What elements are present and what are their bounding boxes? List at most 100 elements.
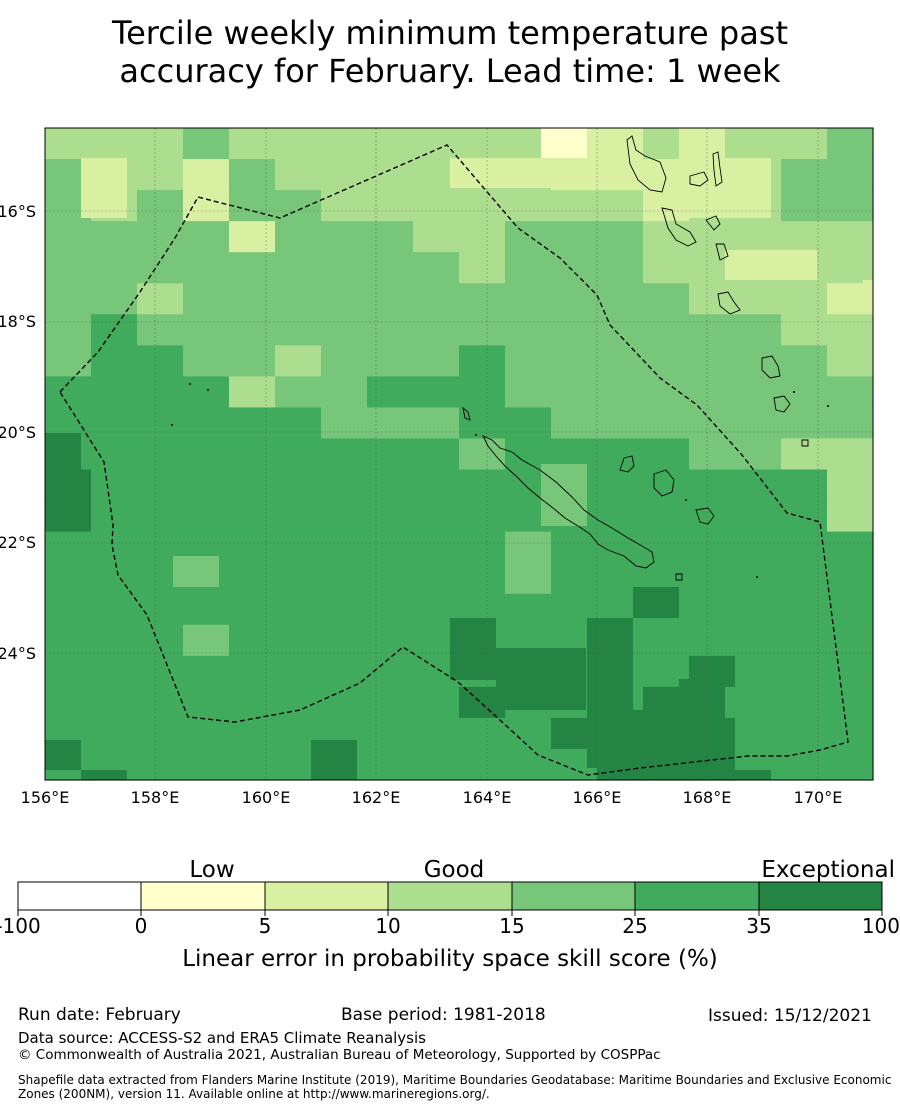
grid-cell bbox=[551, 531, 598, 564]
grid-cell bbox=[597, 314, 644, 346]
grid-cell bbox=[321, 252, 368, 284]
copyright-text: © Commonwealth of Australia 2021, Austra… bbox=[18, 1047, 661, 1063]
grid-cell bbox=[413, 717, 460, 750]
grid-cell bbox=[459, 345, 506, 377]
x-tick-label: 158°E bbox=[131, 788, 180, 807]
land-outlines bbox=[171, 135, 829, 581]
grid-cell bbox=[183, 376, 230, 409]
grid-cell bbox=[275, 531, 322, 564]
grid-cell bbox=[45, 376, 92, 409]
x-tick-label: 166°E bbox=[573, 788, 622, 807]
grid-cell bbox=[183, 314, 230, 346]
grid-cell bbox=[459, 438, 506, 471]
colorbar-tick-label: 100 bbox=[862, 914, 900, 938]
grid-cell bbox=[91, 345, 138, 377]
grid-cell bbox=[450, 618, 496, 680]
grid-cell bbox=[413, 686, 460, 719]
grid-cell bbox=[137, 624, 184, 657]
title-line-1: Tercile weekly minimum temperature past bbox=[111, 14, 789, 52]
grid-cell bbox=[459, 221, 506, 253]
grid-cell bbox=[679, 679, 725, 741]
grid-cell bbox=[689, 562, 736, 595]
grid-cell bbox=[367, 593, 414, 626]
grid-cell bbox=[367, 376, 414, 409]
grid-cell bbox=[827, 407, 874, 440]
grid-cell bbox=[505, 748, 552, 781]
grid-cell bbox=[367, 221, 414, 253]
grid-cell bbox=[551, 221, 598, 253]
grid-cell bbox=[321, 128, 368, 160]
grid-cell bbox=[275, 500, 322, 533]
grid-cell bbox=[45, 221, 92, 253]
grid-cell bbox=[45, 624, 92, 657]
grid-cell bbox=[597, 252, 644, 284]
x-tick-label: 170°E bbox=[794, 788, 843, 807]
grid-cell bbox=[413, 438, 460, 471]
y-tick-label: 24°S bbox=[0, 644, 36, 663]
grid-cell bbox=[183, 686, 230, 719]
grid-cell bbox=[413, 283, 460, 315]
grid-cell bbox=[827, 190, 874, 222]
grid-cell bbox=[597, 376, 644, 409]
grid-cell bbox=[689, 314, 736, 346]
grid-cell bbox=[459, 717, 506, 750]
grid-cell bbox=[689, 283, 736, 315]
grid-cell bbox=[689, 407, 736, 440]
grid-cell bbox=[459, 407, 506, 440]
grid-cell bbox=[551, 314, 598, 346]
grid-cell bbox=[275, 252, 322, 284]
grid-cell bbox=[735, 407, 782, 440]
island-outline bbox=[717, 291, 741, 315]
grid-cell bbox=[597, 221, 644, 253]
grid-cell bbox=[413, 252, 460, 284]
grid-cell bbox=[321, 345, 368, 377]
base-period-text: Base period: 1981-2018 bbox=[341, 1005, 546, 1025]
grid-cell bbox=[505, 252, 552, 284]
grid-cell bbox=[321, 376, 368, 409]
grid-cell bbox=[91, 252, 138, 284]
grid-cell bbox=[643, 252, 690, 284]
grid-cell bbox=[321, 314, 368, 346]
grid-cell bbox=[781, 159, 828, 191]
grid-cell bbox=[275, 128, 322, 160]
grid-cell bbox=[91, 562, 138, 595]
map-frame bbox=[44, 127, 874, 781]
grid-cell bbox=[505, 221, 552, 253]
grid-cell bbox=[229, 221, 276, 253]
colorbar-swatch bbox=[759, 882, 882, 910]
colorbar-tick-label: 0 bbox=[135, 914, 148, 938]
grid-cell bbox=[725, 250, 817, 280]
grid-cell bbox=[505, 314, 552, 346]
colorbar-tick-label: 10 bbox=[375, 914, 400, 938]
grid-cell bbox=[137, 748, 184, 781]
grid-cell bbox=[137, 345, 184, 377]
grid-cell bbox=[551, 562, 598, 595]
grid-cell bbox=[45, 593, 92, 626]
grid-cell bbox=[413, 469, 460, 502]
grid-cell bbox=[643, 283, 690, 315]
grid-cell bbox=[459, 128, 506, 160]
grid-cell bbox=[597, 500, 644, 533]
grid-cell bbox=[45, 655, 92, 688]
category-label-good: Good bbox=[424, 857, 485, 883]
grid-cell bbox=[689, 500, 736, 533]
grid-cell bbox=[459, 376, 506, 409]
issued-date-text: Issued: 15/12/2021 bbox=[708, 1006, 872, 1026]
grid-cell bbox=[321, 655, 368, 688]
grid-cell bbox=[827, 221, 874, 253]
grid-cell bbox=[183, 190, 230, 222]
island-outline bbox=[661, 207, 697, 247]
grid-cell bbox=[321, 283, 368, 315]
category-label-low: Low bbox=[189, 857, 234, 883]
grid-cell bbox=[735, 655, 782, 688]
grid-cell bbox=[505, 717, 552, 750]
grid-cell bbox=[459, 500, 506, 533]
grid-cell bbox=[505, 376, 552, 409]
grid-cell bbox=[735, 593, 782, 626]
grid-cell bbox=[413, 314, 460, 346]
grid-cell bbox=[321, 159, 368, 191]
grid-cell bbox=[367, 500, 414, 533]
grid-cell bbox=[45, 283, 92, 315]
grid-cell bbox=[413, 128, 460, 160]
grid-cell bbox=[781, 438, 828, 471]
